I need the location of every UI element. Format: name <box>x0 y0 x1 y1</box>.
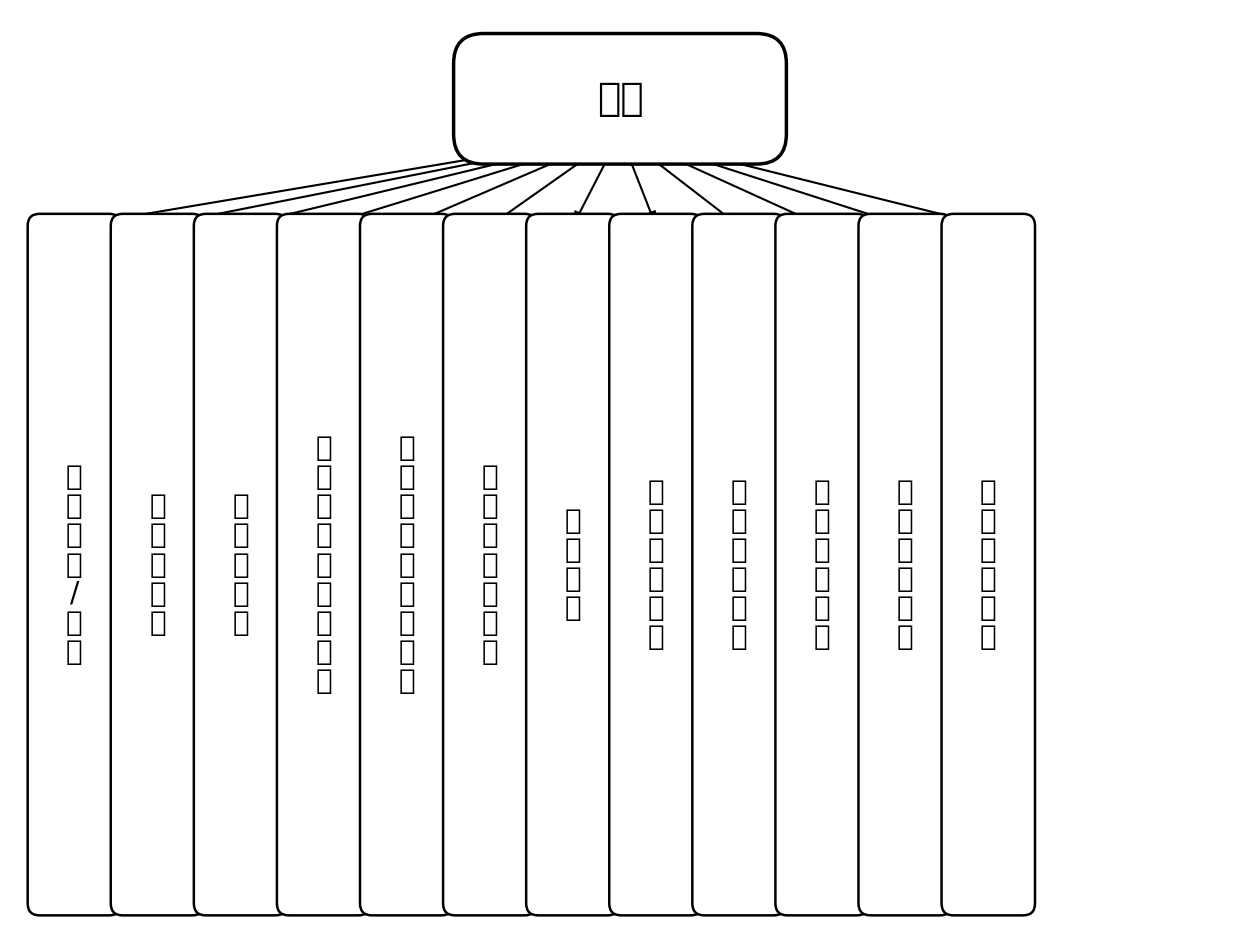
FancyBboxPatch shape <box>110 214 205 916</box>
Text: 查
询
通
知
公
告: 查 询 通 知 公 告 <box>813 478 831 651</box>
FancyBboxPatch shape <box>443 214 537 916</box>
Text: 搜
索
停
车
位: 搜 索 停 车 位 <box>149 492 166 637</box>
FancyBboxPatch shape <box>454 34 786 164</box>
FancyBboxPatch shape <box>941 214 1035 916</box>
Text: 用
户
注
册
/
登
录: 用 户 注 册 / 登 录 <box>66 463 83 666</box>
FancyBboxPatch shape <box>277 214 371 916</box>
Text: 停
车
位
使
用
评
价: 停 车 位 使 用 评 价 <box>481 463 498 666</box>
Text: 查
询
信
用
积
分: 查 询 信 用 积 分 <box>897 478 914 651</box>
FancyBboxPatch shape <box>775 214 869 916</box>
Text: 用户: 用户 <box>596 80 644 118</box>
FancyBboxPatch shape <box>692 214 786 916</box>
FancyBboxPatch shape <box>27 214 122 916</box>
Text: 撤
销
停
车
位
共
享
信
息: 撤 销 停 车 位 共 享 信 息 <box>398 434 415 695</box>
Text: 预
订
停
车
位: 预 订 停 车 位 <box>232 492 249 637</box>
Text: 查
询
历
史
订
单: 查 询 历 史 订 单 <box>647 478 665 651</box>
Text: 个
人
信
息
管
理: 个 人 信 息 管 理 <box>980 478 997 651</box>
FancyBboxPatch shape <box>526 214 620 916</box>
Text: 提
交
申
诉: 提 交 申 诉 <box>564 507 582 622</box>
FancyBboxPatch shape <box>858 214 952 916</box>
FancyBboxPatch shape <box>360 214 454 916</box>
FancyBboxPatch shape <box>193 214 288 916</box>
Text: 查
询
推
送
消
息: 查 询 推 送 消 息 <box>730 478 748 651</box>
Text: 发
布
停
车
位
共
享
信
息: 发 布 停 车 位 共 享 信 息 <box>315 434 332 695</box>
FancyBboxPatch shape <box>609 214 703 916</box>
